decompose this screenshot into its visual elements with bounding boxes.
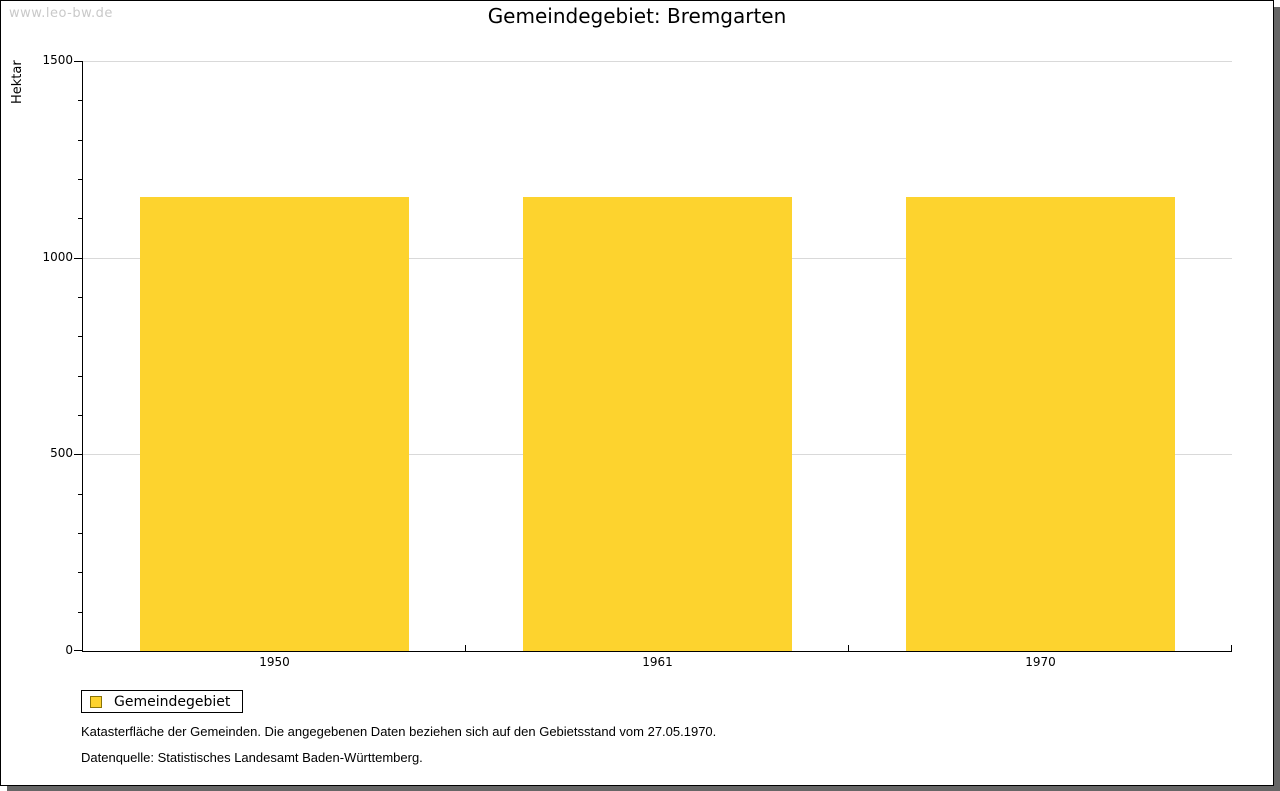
- y-minor-tick: [78, 415, 82, 416]
- bar-1950: [140, 197, 409, 651]
- y-minor-tick: [78, 218, 82, 219]
- footnote-source-note: Katasterfläche der Gemeinden. Die angege…: [81, 724, 717, 739]
- y-axis-title: Hektar: [10, 60, 25, 104]
- y-minor-tick: [78, 572, 82, 573]
- footnote-data-source: Datenquelle: Statistisches Landesamt Bad…: [81, 750, 423, 765]
- x-separator-tick: [1231, 645, 1232, 651]
- y-minor-tick: [78, 533, 82, 534]
- gridline-1500: [83, 61, 1232, 62]
- x-tick-label: 1961: [642, 655, 673, 669]
- y-tick-label: 500: [50, 446, 73, 460]
- plot-area: 0 500 1000 1500 1950 1961 1970: [42, 53, 1232, 669]
- y-minor-tick: [78, 376, 82, 377]
- y-minor-tick: [78, 494, 82, 495]
- legend-label: Gemeindegebiet: [114, 693, 231, 710]
- x-separator-tick: [848, 645, 849, 651]
- y-tick-label: 1000: [42, 250, 73, 264]
- legend: Gemeindegebiet: [81, 690, 244, 713]
- y-minor-tick: [78, 336, 82, 337]
- chart-title: Gemeindegebiet: Bremgarten: [487, 4, 787, 28]
- bar-1970: [906, 197, 1175, 651]
- y-major-tick: [74, 61, 82, 62]
- x-tick-label: 1950: [259, 655, 290, 669]
- y-minor-tick: [78, 140, 82, 141]
- y-tick-label: 0: [65, 643, 73, 657]
- watermark: www.leo-bw.de: [9, 6, 113, 21]
- y-minor-tick: [78, 612, 82, 613]
- y-minor-tick: [78, 297, 82, 298]
- legend-color-swatch: [90, 695, 102, 708]
- x-tick-label: 1970: [1025, 655, 1056, 669]
- y-major-tick: [74, 650, 82, 651]
- y-tick-label: 1500: [42, 53, 73, 67]
- y-minor-tick: [78, 100, 82, 101]
- y-minor-tick: [78, 179, 82, 180]
- x-separator-tick: [465, 645, 466, 651]
- y-major-tick: [74, 258, 82, 259]
- bar-1961: [523, 197, 792, 651]
- y-major-tick: [74, 454, 82, 455]
